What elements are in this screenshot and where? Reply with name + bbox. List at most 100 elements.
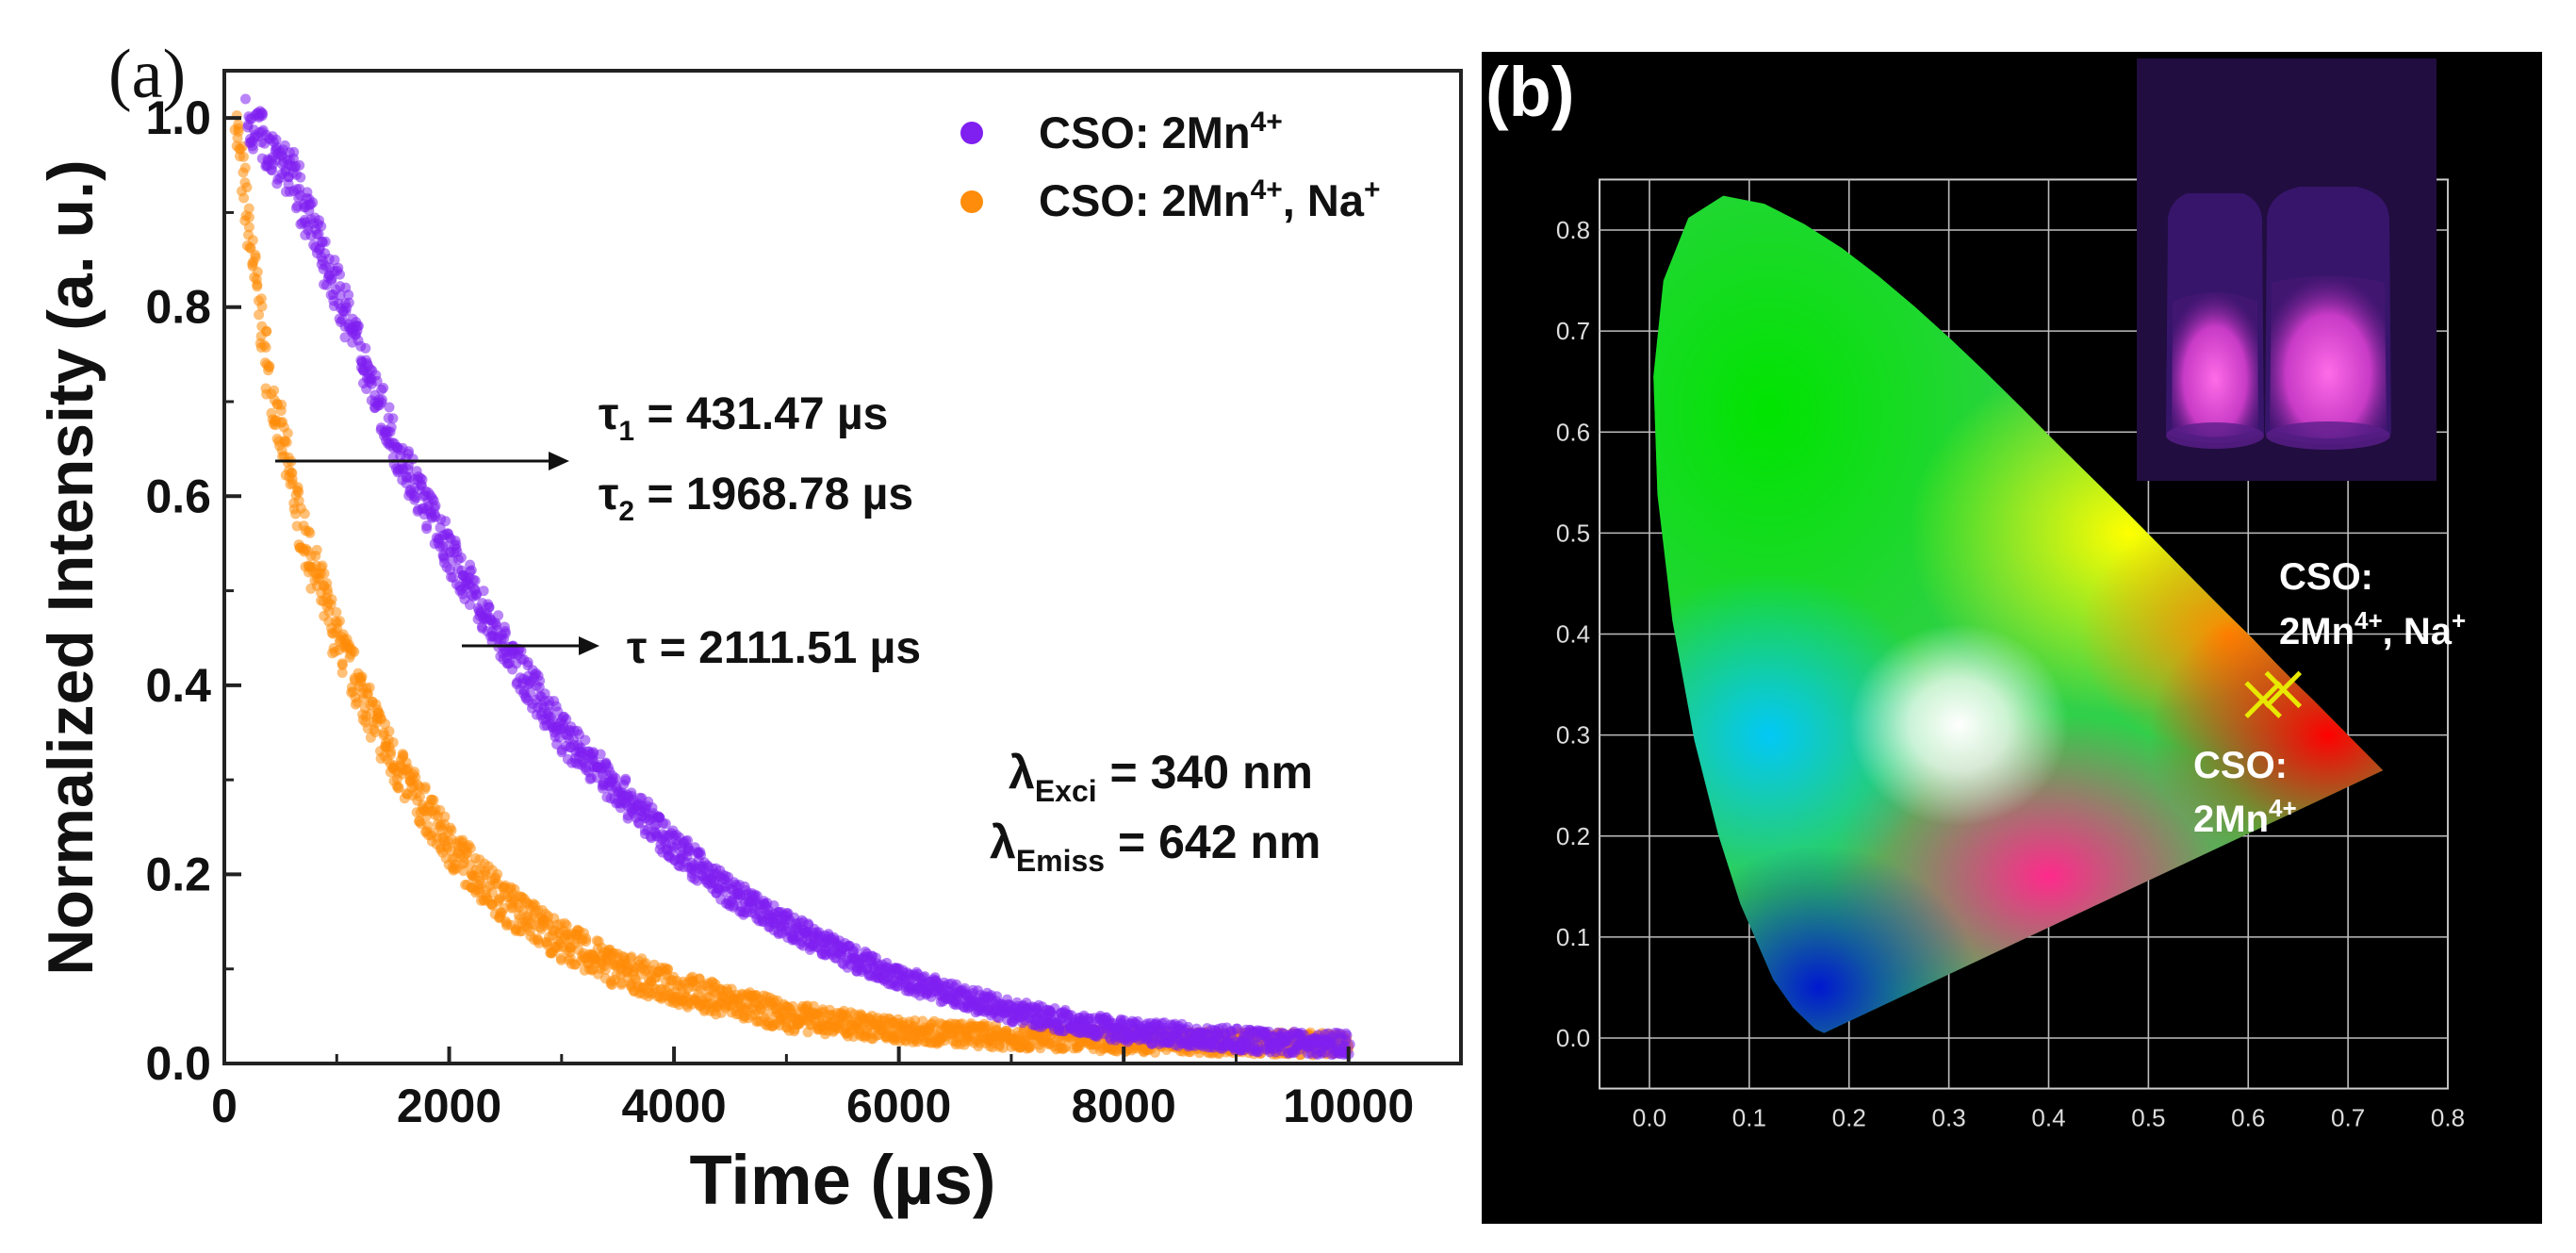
data-point — [850, 943, 861, 954]
data-point — [455, 552, 467, 563]
data-point — [465, 843, 476, 854]
data-point — [360, 342, 371, 354]
data-point — [392, 783, 403, 794]
data-point — [414, 791, 425, 802]
data-point — [626, 787, 637, 799]
data-point — [407, 453, 418, 465]
panel-b-label: (b) — [1485, 53, 1575, 131]
data-point — [248, 143, 258, 155]
cie-x-tick-label: 0.8 — [2431, 1104, 2465, 1132]
data-point — [287, 473, 298, 485]
data-point — [336, 659, 348, 670]
data-point — [264, 360, 275, 371]
data-point — [1024, 1041, 1035, 1052]
data-point — [384, 726, 395, 737]
data-point — [660, 818, 671, 830]
data-point — [256, 301, 268, 312]
data-point — [384, 402, 395, 413]
cie-x-tick-label: 0.1 — [1732, 1104, 1766, 1132]
data-point — [250, 252, 261, 263]
data-point — [595, 749, 606, 760]
data-point — [247, 235, 258, 246]
x-tick-label: 6000 — [846, 1080, 951, 1132]
lambda-emiss-label: λEmiss = 642 nm — [990, 816, 1321, 878]
legend-item-mn-na: CSO: 2Mn4+, Na+ — [960, 174, 1381, 225]
data-point — [243, 211, 254, 223]
data-point — [325, 599, 336, 610]
label-mn-line1: CSO: — [2193, 745, 2288, 786]
cie-y-tick-label: 0.5 — [1556, 519, 1590, 547]
data-point — [428, 795, 439, 806]
cie-y-tick-label: 0.8 — [1556, 216, 1590, 244]
cie-x-tick-label: 0.4 — [2031, 1104, 2065, 1132]
data-point — [241, 182, 253, 193]
data-point — [336, 668, 348, 678]
data-point — [386, 421, 397, 433]
data-point — [276, 399, 287, 410]
data-point — [295, 172, 306, 183]
data-point — [316, 221, 327, 232]
data-point — [299, 508, 310, 519]
data-point — [500, 628, 511, 639]
vial-right — [2265, 187, 2391, 450]
data-point — [695, 847, 706, 858]
x-tick-label: 10000 — [1283, 1080, 1414, 1132]
data-point — [343, 297, 354, 308]
arrow-tau12-head — [549, 452, 569, 470]
x-tick-label: 0 — [211, 1080, 238, 1132]
label-na-line2: 2Mn4+, Na+ — [2279, 606, 2466, 652]
y-tick-label: 1.0 — [145, 91, 211, 144]
label-na-line1: CSO: — [2279, 556, 2373, 598]
data-point — [319, 568, 330, 579]
data-point — [910, 1015, 921, 1026]
series-mn-na — [229, 110, 1354, 1061]
data-point — [282, 427, 293, 438]
data-point — [331, 607, 342, 618]
x-axis-title: Time (µs) — [689, 1141, 995, 1219]
legend-label-mn-na: CSO: 2Mn4+, Na+ — [1039, 174, 1381, 225]
data-point — [397, 749, 408, 760]
data-point — [311, 544, 322, 555]
data-point — [239, 162, 251, 173]
data-point — [439, 811, 451, 822]
y-tick-label: 0.0 — [145, 1037, 211, 1090]
data-point — [352, 325, 363, 337]
data-point — [335, 269, 345, 280]
data-point — [339, 332, 351, 343]
data-point — [662, 964, 673, 975]
arrow-tau-head — [579, 636, 599, 655]
cie-markers — [2244, 670, 2303, 718]
axis-ticks: 0 2000 4000 6000 8000 10000 0.0 0.2 0.4 0.6 0.8 1.0 — [145, 91, 1414, 1132]
y-tick-label: 0.8 — [145, 281, 211, 334]
data-point — [369, 727, 381, 737]
data-point — [243, 222, 254, 233]
series-mn — [240, 93, 1355, 1061]
cie-marker-stroke — [2264, 670, 2303, 709]
data-point — [355, 672, 367, 684]
data-point — [561, 714, 572, 725]
data-series-group — [229, 93, 1355, 1061]
data-point — [581, 933, 592, 944]
data-point — [484, 602, 495, 613]
cie-y-tick-label: 0.1 — [1556, 923, 1590, 951]
data-point — [260, 342, 271, 353]
cie-y-tick-label: 0.2 — [1556, 822, 1590, 850]
data-point — [238, 151, 249, 162]
data-point — [419, 782, 431, 793]
data-point — [240, 93, 251, 105]
data-point — [440, 516, 451, 527]
data-point — [371, 375, 383, 387]
data-point — [522, 657, 533, 668]
data-point — [257, 108, 269, 119]
data-point — [281, 437, 292, 448]
data-point — [446, 825, 457, 836]
data-point — [269, 385, 280, 396]
legend: CSO: 2Mn4+ CSO: 2Mn4+, Na+ — [960, 107, 1381, 225]
data-point — [271, 134, 282, 145]
data-point — [761, 1009, 772, 1019]
data-point — [492, 868, 503, 880]
data-point — [313, 228, 324, 239]
data-point — [292, 485, 303, 496]
annotations: τ1 = 431.47 µs τ2 = 1968.78 µs τ = 2111.… — [275, 389, 1321, 878]
